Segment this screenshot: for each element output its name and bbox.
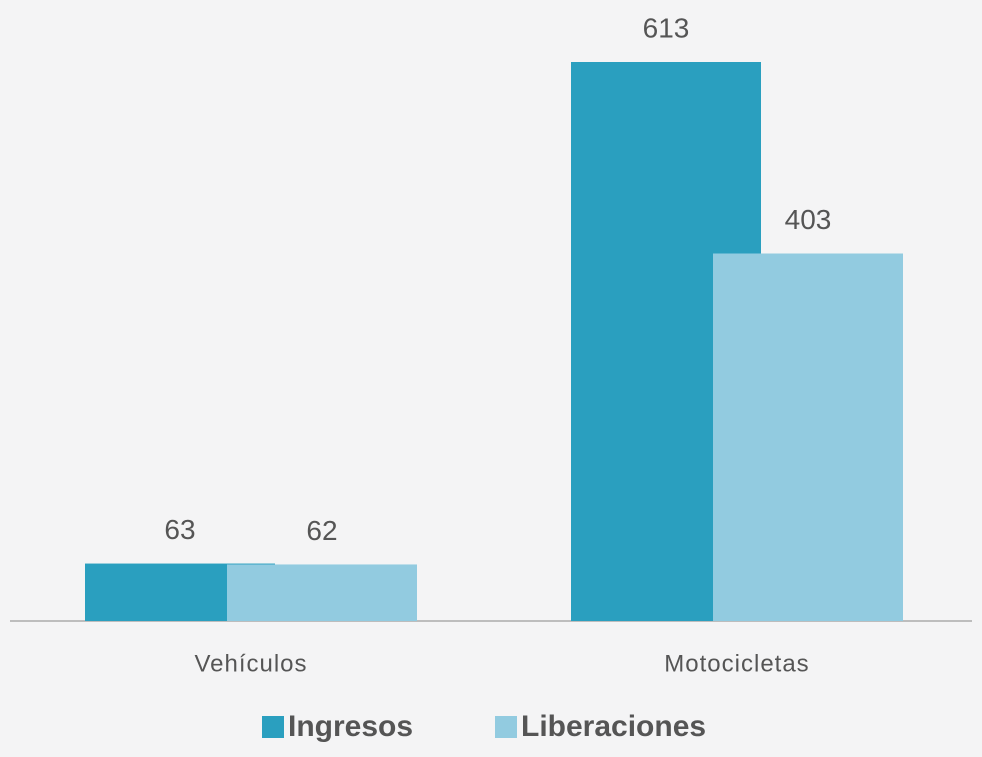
value-label: 403	[785, 204, 832, 235]
x-tick-label: Motocicletas	[664, 650, 809, 677]
value-label: 63	[164, 514, 195, 545]
x-tick-label: Vehículos	[194, 650, 307, 677]
bar	[713, 253, 903, 622]
legend-label: Liberaciones	[521, 710, 706, 743]
value-label: 613	[643, 12, 690, 43]
value-label: 62	[306, 515, 337, 546]
legend-swatch	[495, 716, 517, 738]
bar	[227, 564, 417, 621]
legend-swatch	[262, 716, 284, 738]
legend-label: Ingresos	[288, 710, 413, 743]
